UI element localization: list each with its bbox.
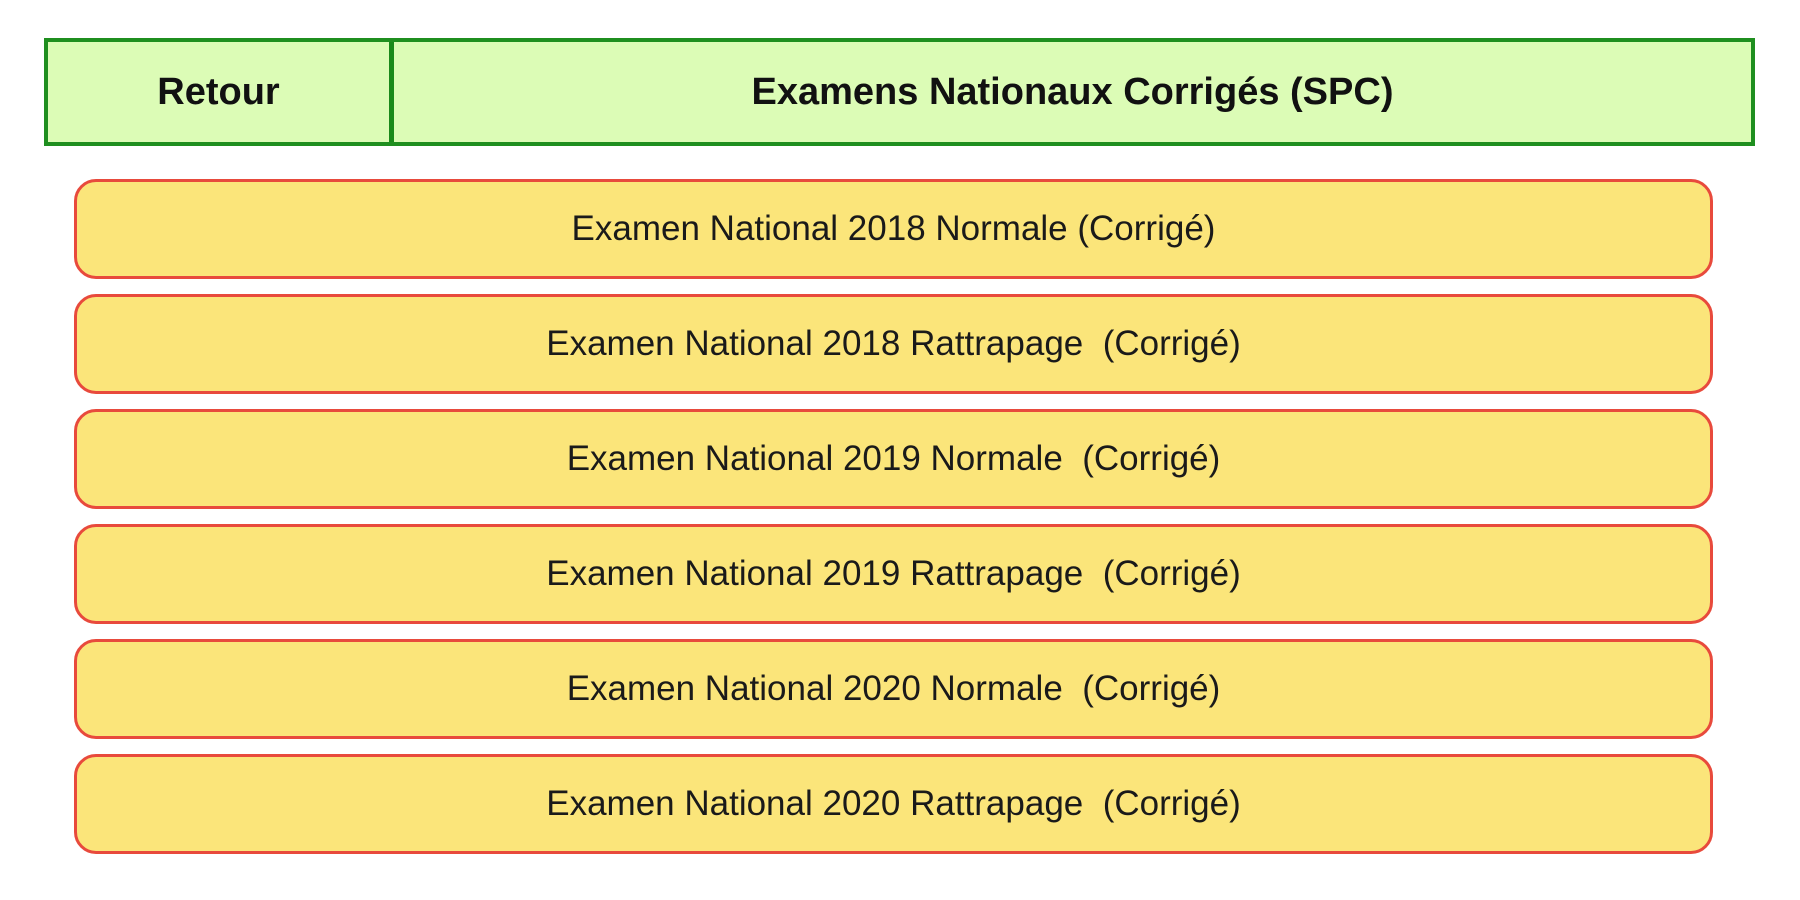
exam-2020-rattrapage-button[interactable]: Examen National 2020 Rattrapage (Corrigé…: [74, 754, 1713, 854]
back-button[interactable]: Retour: [48, 42, 394, 142]
exam-2019-normale-button[interactable]: Examen National 2019 Normale (Corrigé): [74, 409, 1713, 509]
exam-2019-rattrapage-button[interactable]: Examen National 2019 Rattrapage (Corrigé…: [74, 524, 1713, 624]
exam-2018-normale-button[interactable]: Examen National 2018 Normale (Corrigé): [74, 179, 1713, 279]
header-bar: Retour Examens Nationaux Corrigés (SPC): [44, 38, 1755, 146]
exam-2020-normale-button[interactable]: Examen National 2020 Normale (Corrigé): [74, 639, 1713, 739]
page-title: Examens Nationaux Corrigés (SPC): [751, 70, 1394, 113]
exam-list: Examen National 2018 Normale (Corrigé) E…: [74, 179, 1713, 869]
exam-2018-rattrapage-button[interactable]: Examen National 2018 Rattrapage (Corrigé…: [74, 294, 1713, 394]
